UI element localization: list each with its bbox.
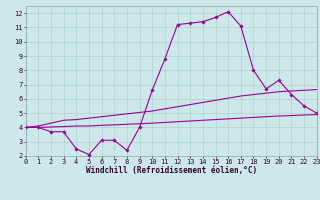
X-axis label: Windchill (Refroidissement éolien,°C): Windchill (Refroidissement éolien,°C) <box>86 166 257 175</box>
